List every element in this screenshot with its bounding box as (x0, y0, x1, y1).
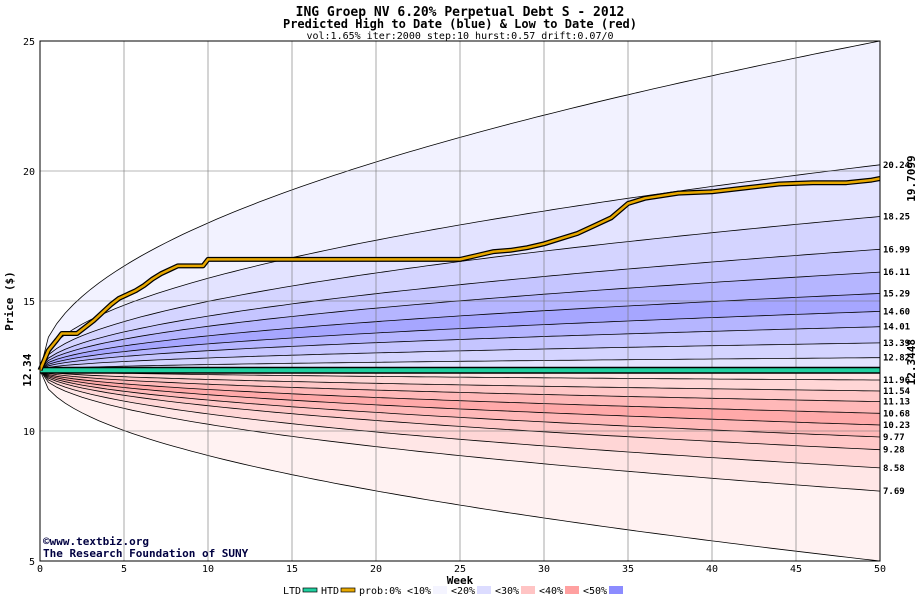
legend-label-5: <30% (495, 586, 519, 597)
high-band-3 (40, 249, 880, 371)
band-end-label-6: 14.01 (883, 323, 910, 333)
legend-label-6: <40% (539, 586, 563, 597)
legend: LTD HTD prob:0% <10% <20% <30% <40% <50% (283, 586, 623, 597)
band-end-label-5: 14.60 (883, 307, 910, 317)
x-tick-label-10: 50 (874, 564, 886, 575)
x-tick-label-5: 25 (454, 564, 466, 575)
y-axis-label: Price ($) (3, 271, 16, 331)
htd-line (38, 177, 881, 371)
series-lines (37, 176, 881, 374)
start-price-label: 12.34 (21, 353, 34, 386)
low-band-6 (40, 370, 880, 414)
high-band-4 (40, 272, 880, 371)
band-end-label-10: 11.54 (883, 387, 911, 397)
legend-label-1: HTD (321, 586, 339, 597)
legend-label-0: LTD (283, 586, 301, 597)
x-tick-label-0: 0 (37, 564, 43, 575)
x-tick-label-4: 20 (370, 564, 382, 575)
y-tick-label-3: 20 (23, 167, 35, 178)
band-end-label-13: 10.23 (883, 421, 910, 431)
x-tick-label-2: 10 (202, 564, 214, 575)
band-end-label-14: 9.77 (883, 433, 905, 443)
plot-frame (39, 40, 881, 562)
band-end-label-4: 15.29 (883, 289, 910, 299)
y-tick-label-2: 15 (23, 297, 35, 308)
band-end-label-3: 16.11 (883, 268, 910, 278)
legend-label-7: <50% (583, 586, 607, 597)
band-end-label-15: 9.28 (883, 446, 905, 456)
x-axis-ticks: 0 5 10 15 20 25 30 35 40 45 50 (37, 564, 886, 575)
legend-label-4: <20% (451, 586, 475, 597)
x-tick-label-3: 15 (286, 564, 298, 575)
band-end-label-1: 18.25 (883, 213, 910, 223)
high-band-1 (40, 164, 880, 371)
y-tick-label-1: 10 (23, 427, 35, 438)
legend-swatch-4 (477, 586, 491, 594)
credit-line-foundation: The Research Foundation of SUNY (43, 547, 249, 560)
high-band-2 (40, 216, 880, 371)
legend-swatch-6 (565, 586, 579, 594)
high-band-6 (40, 311, 880, 371)
ltd-end-value-label: 12.3448 (905, 339, 918, 385)
y-tick-label-4: 25 (23, 37, 35, 48)
band-end-label-2: 16.99 (883, 245, 910, 255)
high-band-5 (40, 293, 880, 371)
htd-end-value-label: 19.7099 (905, 155, 918, 201)
low-band-1 (40, 370, 880, 492)
low-band-4 (40, 370, 880, 437)
credit-line-website: ©www.textbiz.org (43, 535, 149, 548)
chart-title: ING Groep NV 6.20% Perpetual Debt S - 20… (296, 5, 625, 20)
band-end-label-0: 20.24 (883, 161, 911, 171)
band-end-label-16: 8.58 (883, 464, 905, 474)
x-tick-label-6: 30 (538, 564, 550, 575)
x-axis-label: Week (447, 574, 474, 587)
band-end-label-8: 12.82 (883, 354, 910, 364)
band-end-label-7: 13.39 (883, 339, 910, 349)
legend-swatch-0 (302, 587, 318, 593)
x-tick-label-1: 5 (121, 564, 127, 575)
legend-label-2: prob:0% (359, 586, 401, 597)
low-band-2 (40, 370, 880, 468)
x-tick-label-9: 45 (790, 564, 802, 575)
legend-swatch-7 (609, 586, 623, 594)
y-axis-ticks: 5 10 15 20 25 (23, 37, 35, 568)
band-end-label-9: 11.96 (883, 376, 910, 386)
chart-subtitle: Predicted High to Date (blue) & Low to D… (283, 17, 637, 31)
y-tick-label-0: 5 (29, 557, 35, 568)
band-end-label-17: 7.69 (883, 487, 905, 497)
band-end-label-12: 10.68 (883, 409, 910, 419)
x-tick-label-8: 40 (706, 564, 718, 575)
legend-swatch-5 (521, 586, 535, 594)
band-end-label-11: 11.13 (883, 398, 910, 408)
legend-swatch-1 (340, 587, 356, 593)
low-band-3 (40, 370, 880, 450)
low-band-5 (40, 370, 880, 425)
legend-label-3: <10% (407, 586, 431, 597)
legend-swatch-3 (433, 586, 447, 594)
chart-params: vol:1.65% iter:2000 step:10 hurst:0.57 d… (306, 31, 613, 42)
band-end-value-labels: 20.24 18.25 16.99 16.11 15.29 14.60 14.01 13.39… (883, 161, 911, 497)
x-tick-label-7: 35 (622, 564, 634, 575)
